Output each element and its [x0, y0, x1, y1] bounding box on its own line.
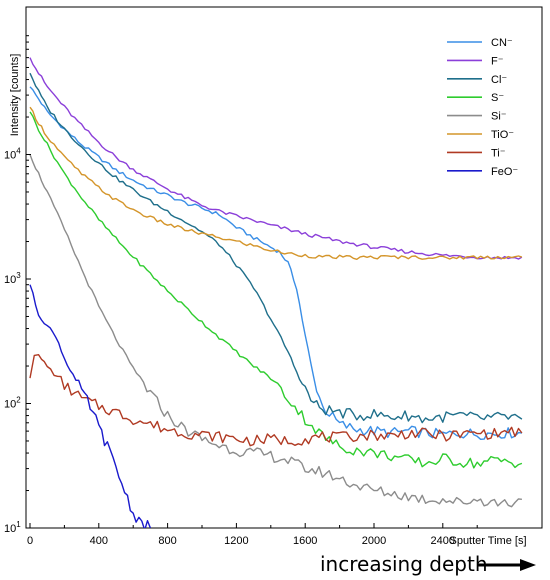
depth-label: increasing depth	[320, 552, 488, 576]
depth-arrow-icon	[477, 559, 536, 571]
legend-label-6: Ti⁻	[491, 147, 506, 159]
y-axis-title: Intensity [counts]	[9, 54, 21, 137]
legend-label-2: Cl⁻	[491, 74, 507, 86]
series-line-6	[29, 354, 523, 447]
legend-label-0: CN⁻	[491, 37, 513, 49]
x-tick-label-6: 2400	[431, 535, 455, 547]
series-line-4	[29, 154, 522, 508]
plot-frame	[25, 6, 543, 529]
legend-layer: CN⁻ F⁻ Cl⁻ S⁻ Si⁻ TiO⁻ Ti⁻ FeO⁻	[447, 37, 518, 178]
x-axis-title: Sputter Time [s]	[449, 535, 526, 547]
y-tick-label-0: 101	[4, 520, 21, 535]
series-line-1	[29, 57, 523, 260]
series-line-3	[29, 111, 523, 469]
series-line-7	[29, 284, 152, 528]
y-tick-label-2: 103	[4, 271, 21, 286]
legend-label-3: S⁻	[491, 92, 504, 104]
legend-label-1: F⁻	[491, 55, 504, 67]
legend-label-7: FeO⁻	[491, 166, 518, 178]
x-tick-label-3: 1200	[224, 535, 248, 547]
series-line-2	[29, 72, 523, 424]
x-tick-label-5: 2000	[362, 535, 386, 547]
legend-label-5: TiO⁻	[491, 129, 514, 141]
legend-label-4: Si⁻	[491, 111, 507, 123]
ticks-layer: 0 400 800 1200 1600 2000 2400 101 102 103 104	[4, 35, 478, 547]
x-tick-label-4: 1600	[293, 535, 317, 547]
series-line-0	[29, 86, 522, 440]
y-tick-label-1: 102	[4, 396, 21, 411]
y-tick-label-3: 104	[4, 147, 21, 162]
x-tick-label-2: 800	[158, 535, 176, 547]
series-line-5	[29, 106, 523, 260]
series-layer	[29, 57, 523, 528]
x-tick-label-1: 400	[90, 535, 108, 547]
x-tick-label-0: 0	[27, 535, 33, 547]
